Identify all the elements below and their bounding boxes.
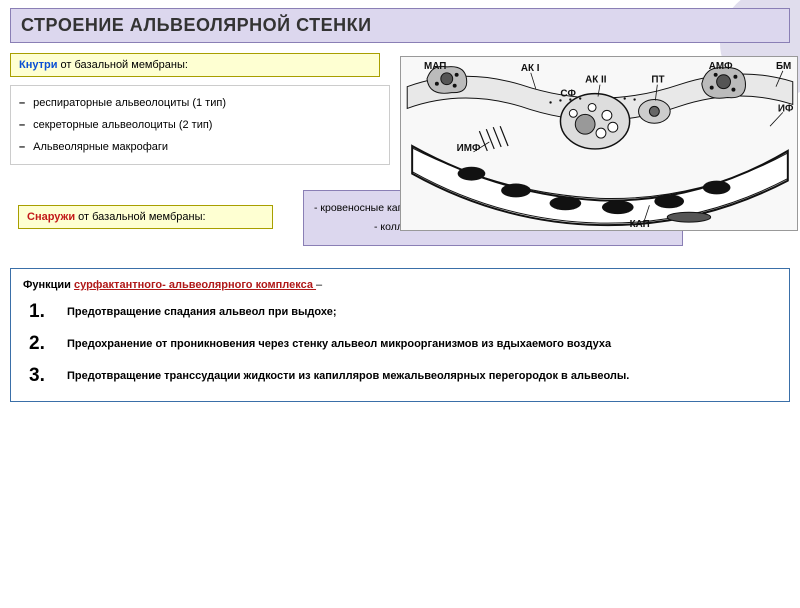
diagram-label-ak1: АК I xyxy=(521,63,540,74)
slide-title: СТРОЕНИЕ АЛЬВЕОЛЯРНОЙ СТЕНКИ xyxy=(21,15,779,36)
functions-dash: – xyxy=(316,279,322,291)
diagram-label-imf: ИМФ xyxy=(457,143,481,154)
list-number: 3. xyxy=(29,365,51,387)
diagram-label-sf: СФ xyxy=(560,89,576,100)
outside-highlight: Снаружи xyxy=(27,211,75,223)
list-item-label: Предотвращение спадания альвеол при выдо… xyxy=(67,306,336,318)
dash-icon: – xyxy=(19,92,25,114)
list-item-label: Предохранение от проникновения через сте… xyxy=(67,338,611,350)
diagram-label-if: ИФ xyxy=(778,103,794,114)
diagram-label-kap: КАП xyxy=(630,219,650,230)
outside-rest: от базальной мембраны: xyxy=(75,211,205,223)
diagram-label-amf: АМФ xyxy=(709,61,733,72)
list-item: 2. Предохранение от проникновения через с… xyxy=(29,333,777,355)
list-item: –респираторные альвеолоциты (1 тип) xyxy=(19,92,381,114)
cell-types-list: –респираторные альвеолоциты (1 тип) –сек… xyxy=(10,85,390,165)
diagram-label-ak2: АК II xyxy=(585,75,607,86)
inside-membrane-box: Кнутри от базальной мембраны: xyxy=(10,53,380,77)
dash-icon: – xyxy=(19,136,25,158)
diagram-label-pt: ПТ xyxy=(651,75,664,86)
diagram-svg: МАП АК I АК II ПТ АМФ БМ СФ ИМФ КАП ИФ xyxy=(401,57,797,230)
list-item-label: Предотвращение транссудации жидкости из … xyxy=(67,370,629,382)
list-number: 2. xyxy=(29,333,51,355)
diagram-label-bm: БМ xyxy=(776,61,791,72)
list-item-label: Альвеолярные макрофаги xyxy=(33,136,168,158)
dash-icon: – xyxy=(19,114,25,136)
functions-title: Функции сурфактантного- альвеолярного ко… xyxy=(23,279,777,291)
list-item-label: секреторные альвеолоциты (2 тип) xyxy=(33,114,212,136)
functions-list: 1. Предотвращение спадания альвеол при вы… xyxy=(29,301,777,387)
slide-title-bar: СТРОЕНИЕ АЛЬВЕОЛЯРНОЙ СТЕНКИ xyxy=(10,8,790,43)
alveolar-wall-diagram: МАП АК I АК II ПТ АМФ БМ СФ ИМФ КАП ИФ xyxy=(400,56,798,231)
functions-lead: Функции xyxy=(23,279,74,291)
list-item: –Альвеолярные макрофаги xyxy=(19,136,381,158)
functions-red: сурфактантного- альвеолярного комплекса xyxy=(74,279,316,291)
list-item: 1. Предотвращение спадания альвеол при вы… xyxy=(29,301,777,323)
list-item-label: респираторные альвеолоциты (1 тип) xyxy=(33,92,226,114)
diagram-label-map: МАП xyxy=(424,61,446,72)
list-item: –секреторные альвеолоциты (2 тип) xyxy=(19,114,381,136)
inside-highlight: Кнутри xyxy=(19,59,57,71)
list-item: 3. Предотвращение транссудации жидкости и… xyxy=(29,365,777,387)
list-number: 1. xyxy=(29,301,51,323)
outside-membrane-box: Снаружи от базальной мембраны: xyxy=(18,205,273,229)
inside-rest: от базальной мембраны: xyxy=(57,59,187,71)
functions-box: Функции сурфактантного- альвеолярного ко… xyxy=(10,268,790,402)
